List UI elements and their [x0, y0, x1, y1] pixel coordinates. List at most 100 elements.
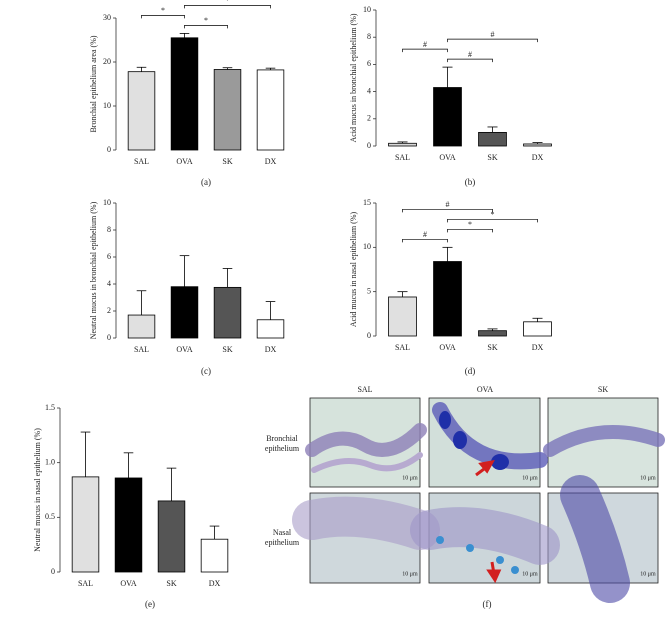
row-label: Bronchial epithelium: [265, 434, 300, 453]
arrow-head: [478, 459, 495, 474]
y-tick-label: 20: [103, 57, 111, 66]
significance-bracket: [447, 228, 493, 233]
cell: [511, 566, 519, 574]
significance-label: #: [423, 230, 427, 239]
chart: 0 5 10 15 Acid mucus in nasal epithelium (%)…: [349, 198, 552, 376]
goblet-cells: [436, 411, 519, 574]
column-header: SAL: [357, 385, 372, 394]
cell: [453, 431, 467, 449]
y-tick-label: 8: [107, 225, 111, 234]
y-axis-label: Acid mucus in nasal epithelium (%): [349, 212, 358, 328]
significance-bracket: [447, 58, 493, 63]
significance-bracket: [184, 5, 271, 9]
y-tick-label: 0: [367, 141, 371, 150]
y-tick-label: 2: [367, 114, 371, 123]
significance-label: #: [491, 30, 495, 39]
significance-bracket: [402, 238, 448, 243]
column-header: OVA: [477, 385, 494, 394]
epithelium: [311, 452, 423, 473]
panel-label: (e): [145, 599, 155, 609]
bar: [388, 296, 417, 337]
panel-label: (b): [465, 177, 476, 187]
significance-label: #: [423, 40, 427, 49]
x-tick-label: SAL: [78, 579, 93, 588]
scale-label: 10 μm: [402, 475, 418, 481]
cell: [466, 544, 474, 552]
y-tick-label: 0: [107, 333, 111, 342]
significance-label: #: [446, 200, 450, 209]
y-tick-label: 10: [363, 5, 371, 14]
chart: 0 0.5 1.0 1.5 Neutral mucus in nasal epithel…: [33, 403, 229, 609]
y-tick-label: 0.5: [45, 512, 55, 521]
y-tick-label: 0: [107, 145, 111, 154]
x-tick-label: OVA: [439, 343, 456, 352]
cell: [439, 411, 451, 429]
x-tick-label: OVA: [439, 153, 456, 162]
cell: [496, 556, 504, 564]
x-tick-label: SAL: [134, 157, 149, 166]
panel-label: (a): [201, 177, 211, 187]
chart: 0 2 4 6 8 10 Neutral mucus in bronchial epithe…: [89, 198, 285, 376]
y-tick-label: 4: [367, 86, 371, 95]
x-tick-label: SK: [222, 157, 232, 166]
scale-label: 10 μm: [640, 571, 656, 577]
y-tick-label: 0: [367, 331, 371, 340]
epithelium: [305, 423, 427, 457]
bar: [523, 321, 552, 337]
bar: [256, 69, 285, 151]
y-axis-label: Neutral mucus in bronchial epithelium (%…: [89, 201, 98, 339]
bar: [388, 142, 417, 147]
x-tick-label: DX: [265, 157, 277, 166]
y-axis-label: Neutral mucus in nasal epithelium (%): [33, 428, 42, 552]
panel-label: (d): [465, 366, 476, 376]
bar: [71, 476, 100, 573]
x-tick-label: DX: [265, 345, 277, 354]
x-tick-label: DX: [532, 343, 544, 352]
significance-label: *: [161, 6, 165, 15]
arrow-head: [486, 569, 502, 584]
x-tick-label: OVA: [176, 157, 193, 166]
column-header: SK: [598, 385, 608, 394]
significance-label: #: [468, 50, 472, 59]
y-tick-label: 8: [367, 32, 371, 41]
x-tick-label: SAL: [395, 153, 410, 162]
bar: [433, 261, 462, 337]
panel-label: (f): [483, 599, 492, 609]
cell: [491, 454, 509, 470]
significance-bracket: [141, 15, 185, 19]
significance-label: *: [491, 210, 495, 219]
x-tick-label: DX: [209, 579, 221, 588]
significance-label: *: [226, 0, 230, 5]
significance-bracket: [184, 25, 228, 29]
y-tick-label: 30: [103, 13, 111, 22]
scale-bars: 10 μm 10 μm 10 μm 10 μm 10 μm 10 μm: [402, 475, 656, 577]
x-tick-label: SAL: [134, 345, 149, 354]
y-tick-label: 15: [363, 198, 371, 207]
scale-label: 10 μm: [522, 475, 538, 481]
bar: [433, 87, 462, 147]
x-tick-label: OVA: [120, 579, 137, 588]
y-tick-label: 10: [103, 198, 111, 207]
epithelium: [410, 507, 560, 565]
x-tick-label: SK: [487, 343, 497, 352]
y-axis-label: Acid mucus in bronchial epithelium (%): [349, 13, 358, 142]
chart: 0 10 20 30 Bronchial epithelium area (%) SAL O…: [89, 0, 285, 187]
y-tick-label: 10: [363, 242, 371, 251]
x-tick-label: SAL: [395, 343, 410, 352]
y-tick-label: 10: [103, 101, 111, 110]
scale-label: 10 μm: [522, 571, 538, 577]
bar: [478, 330, 507, 337]
y-tick-label: 1.0: [45, 457, 55, 466]
significance-bracket: [402, 48, 448, 53]
y-tick-label: 1.5: [45, 403, 55, 412]
row-label: Nasal epithelium: [265, 528, 300, 547]
x-tick-label: SK: [222, 345, 232, 354]
significance-bracket: [402, 208, 493, 213]
significance-label: *: [204, 16, 208, 25]
bar: [200, 538, 229, 573]
scale-label: 10 μm: [402, 571, 418, 577]
x-tick-label: DX: [532, 153, 544, 162]
tissue: [292, 402, 665, 603]
panel-label: (c): [201, 366, 211, 376]
